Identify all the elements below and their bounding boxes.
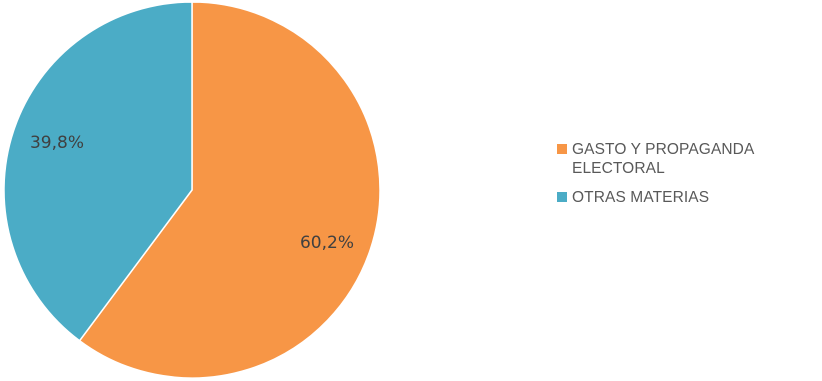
pie-slice-gasto <box>78 1 381 379</box>
pie-slices <box>3 1 381 379</box>
legend-item-otras: OTRAS MATERIAS <box>557 188 817 207</box>
legend-swatch-gasto <box>557 144 567 154</box>
legend-label-gasto: GASTO Y PROPAGANDA ELECTORAL <box>572 141 754 177</box>
legend-swatch-otras <box>557 192 567 202</box>
legend-item-gasto: GASTO Y PROPAGANDA ELECTORAL <box>557 140 817 178</box>
slice-label-gasto: 60,2% <box>300 233 354 253</box>
legend: GASTO Y PROPAGANDA ELECTORAL OTRAS MATER… <box>557 140 817 217</box>
slice-label-otras: 39,8% <box>30 133 84 153</box>
pie-slice-otras <box>3 1 193 342</box>
legend-label-otras: OTRAS MATERIAS <box>572 189 710 206</box>
